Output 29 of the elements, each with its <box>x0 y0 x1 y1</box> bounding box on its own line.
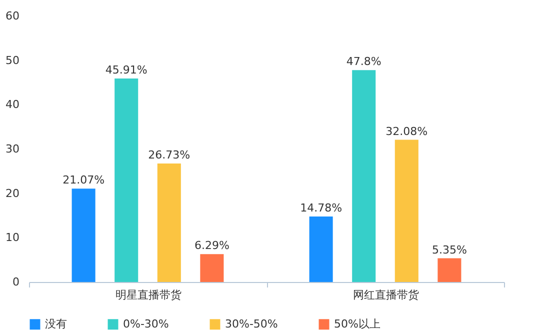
bar <box>114 78 138 282</box>
y-tick-label: 40 <box>6 98 20 112</box>
data-label: 32.08% <box>386 124 428 138</box>
x-tick-label: 网红直播带货 <box>352 288 419 302</box>
data-label: 14.78% <box>300 201 342 214</box>
y-tick-label: 60 <box>6 10 20 22</box>
bar <box>352 70 376 282</box>
y-tick-label: 20 <box>6 186 20 200</box>
bar <box>200 254 224 282</box>
legend-label: 0%-30% <box>123 317 169 330</box>
bar <box>438 258 462 282</box>
data-label: 6.29% <box>194 239 230 252</box>
legend-label: 50%以上 <box>334 317 380 330</box>
y-tick-label: 0 <box>12 276 20 288</box>
data-label: 45.91% <box>105 63 148 76</box>
legend-label: 30%-50% <box>225 317 278 330</box>
bar <box>72 188 96 282</box>
x-tick-label: 明星直播带货 <box>115 288 182 302</box>
legend-label: 没有 <box>45 317 67 330</box>
data-label: 26.73% <box>148 148 190 162</box>
bar <box>309 216 333 282</box>
data-label: 47.8% <box>346 55 382 68</box>
y-tick-label: 30 <box>6 142 20 156</box>
data-label: 21.07% <box>62 174 105 187</box>
bar <box>157 163 181 282</box>
bar <box>394 140 418 282</box>
data-label: 5.35% <box>432 243 467 256</box>
y-tick-label: 50 <box>6 54 20 67</box>
y-tick-label: 10 <box>6 231 20 244</box>
